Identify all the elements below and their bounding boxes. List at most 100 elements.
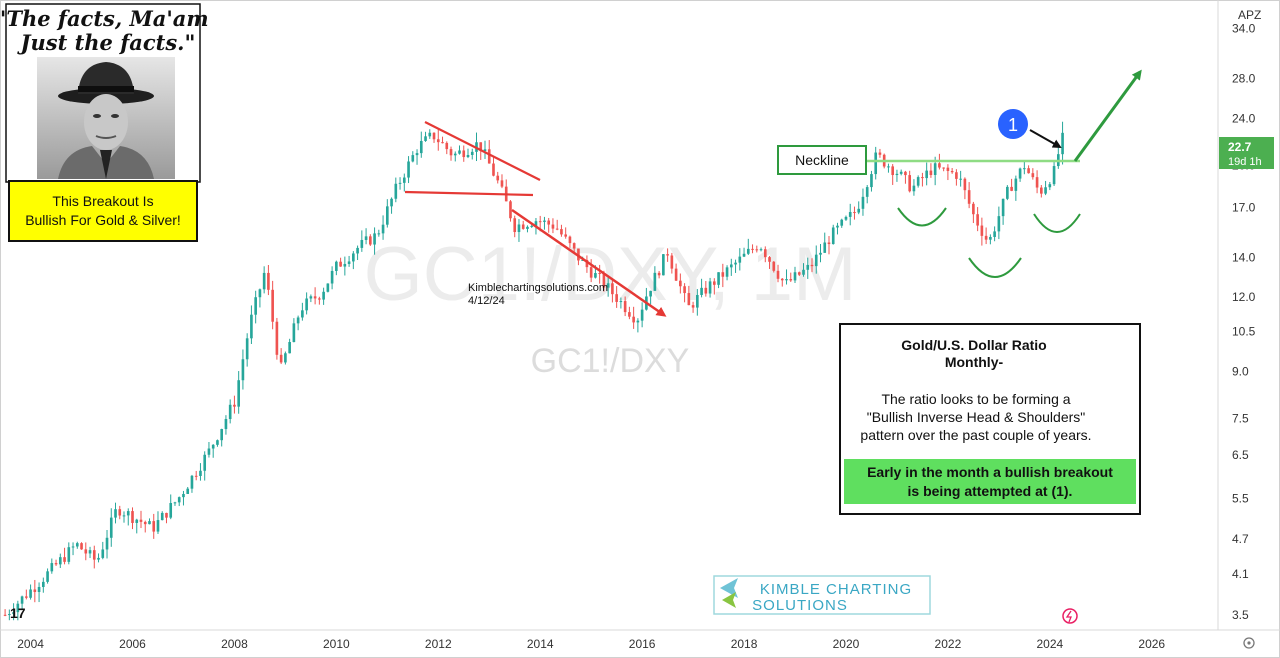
- candle: [229, 399, 232, 423]
- candle-body: [361, 240, 364, 248]
- pennant-lower-line: [405, 192, 533, 195]
- candle-body: [815, 255, 818, 266]
- candle-body: [378, 233, 381, 234]
- candle: [356, 246, 359, 260]
- candle: [853, 207, 856, 220]
- candle: [259, 289, 262, 308]
- candle-body: [437, 139, 440, 142]
- candle-body: [305, 298, 308, 310]
- candle-body: [976, 214, 979, 225]
- candle-body: [225, 419, 228, 429]
- candle-body: [526, 227, 529, 229]
- candle: [93, 546, 96, 569]
- info-box: Gold/U.S. Dollar Ratio Monthly- The rati…: [840, 324, 1140, 514]
- candle: [263, 266, 266, 293]
- candle-body: [717, 272, 720, 285]
- candle: [891, 164, 894, 185]
- candle: [420, 132, 423, 158]
- candle: [165, 513, 168, 524]
- candle-body: [658, 273, 661, 275]
- candle-body: [509, 201, 512, 218]
- candle-body: [887, 166, 890, 167]
- quote-line-2: Just the facts.": [17, 30, 196, 55]
- y-tick-label: 34.0: [1232, 22, 1256, 36]
- candle-body: [199, 471, 202, 476]
- candle-body: [403, 178, 406, 183]
- candle-body: [891, 166, 894, 175]
- candle: [471, 149, 474, 160]
- candle: [458, 145, 461, 154]
- candle-body: [220, 429, 223, 440]
- candle: [1044, 181, 1047, 195]
- candle-body: [169, 503, 172, 518]
- candle-body: [692, 305, 695, 307]
- candle-body: [947, 168, 950, 171]
- credit-date: 4/12/24: [468, 295, 505, 307]
- candle: [106, 530, 109, 558]
- candle-body: [1023, 168, 1026, 169]
- candle: [276, 318, 279, 360]
- candle-body: [488, 149, 491, 163]
- candle: [450, 147, 453, 161]
- left-shoulder-arc: [898, 208, 946, 226]
- candle-body: [768, 257, 771, 262]
- candle: [314, 287, 317, 304]
- y-tick-label: 14.0: [1232, 250, 1256, 264]
- marker-number: 1: [1008, 115, 1018, 135]
- last-price-value: 22.7: [1228, 140, 1252, 154]
- candle: [454, 151, 457, 161]
- x-tick-label: 2022: [935, 637, 962, 651]
- candle-body: [726, 267, 729, 276]
- candle: [233, 396, 236, 414]
- candle: [271, 281, 274, 329]
- candle: [1010, 179, 1013, 191]
- candle-body: [853, 212, 856, 213]
- candle: [662, 254, 665, 276]
- candle: [509, 200, 512, 222]
- candle-body: [382, 225, 385, 234]
- candle-body: [416, 153, 419, 155]
- candle-body: [254, 297, 257, 314]
- candle: [216, 439, 219, 446]
- candle-body: [21, 596, 24, 603]
- candle: [110, 508, 113, 547]
- info-highlight-1: Early in the month a bullish breakout: [867, 464, 1113, 480]
- candle-body: [1019, 169, 1022, 179]
- candle: [840, 219, 843, 228]
- candle-body: [998, 216, 1001, 231]
- candle: [913, 179, 916, 196]
- candle-body: [496, 176, 499, 181]
- candle-body: [1044, 187, 1047, 193]
- candle: [637, 318, 640, 332]
- candle: [488, 140, 491, 164]
- candle-body: [118, 509, 121, 515]
- candle-body: [229, 405, 232, 419]
- candle: [169, 494, 172, 519]
- candle-body: [271, 290, 274, 322]
- candle: [857, 201, 860, 214]
- candle-body: [845, 217, 848, 220]
- candle: [1057, 147, 1060, 169]
- candle-body: [747, 249, 750, 254]
- pennant-upper-line: [425, 122, 540, 180]
- candle: [543, 217, 546, 230]
- logo-line-2: SOLUTIONS: [752, 597, 848, 614]
- candle: [191, 475, 194, 493]
- candle: [25, 590, 28, 600]
- candle-body: [4, 615, 7, 616]
- candle: [225, 415, 228, 435]
- candle-body: [598, 273, 601, 274]
- candle-body: [547, 221, 550, 225]
- candle: [849, 204, 852, 225]
- x-tick-label: 2026: [1138, 637, 1165, 651]
- candle-body: [721, 272, 724, 277]
- candle: [348, 256, 351, 267]
- candle-body: [772, 262, 775, 271]
- candle: [441, 137, 444, 144]
- candle-body: [594, 273, 597, 278]
- y-tick-label: 9.0: [1232, 364, 1249, 378]
- candle-body: [951, 171, 954, 172]
- candle: [4, 609, 7, 616]
- candle: [522, 221, 525, 230]
- candle-body: [339, 262, 342, 267]
